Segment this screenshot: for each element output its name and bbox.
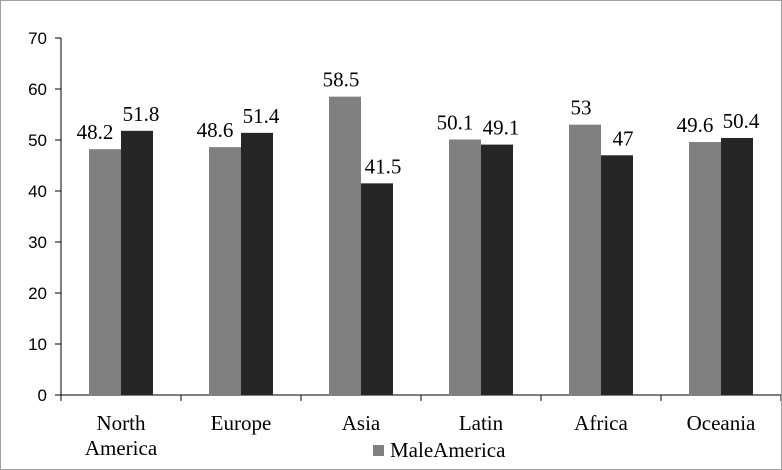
- chart-axes: [60, 38, 781, 396]
- data-labels: 48.2 51.8 48.6 51.4 58.5 41.5 50.1 49.1 53 47 49.6…: [77, 68, 760, 179]
- data-label-series2: 51.4: [243, 104, 280, 128]
- data-label-series1: 49.6: [677, 113, 714, 137]
- y-axis-ticks: 0 10 20 30 40 50 60 70: [28, 29, 61, 405]
- bar-series2: [721, 137, 753, 395]
- data-label-series1: 58.5: [323, 68, 360, 92]
- bar-series1: [329, 96, 361, 396]
- bar-series2: [601, 155, 633, 395]
- bar-series2: [481, 144, 513, 395]
- bar-series1: [689, 142, 721, 395]
- data-label-series1: 48.6: [197, 118, 234, 142]
- data-label-series1: 53: [571, 96, 592, 120]
- legend-label: MaleAmerica: [390, 438, 506, 462]
- x-tick-label: North: [97, 411, 146, 435]
- y-tick-label: 40: [28, 182, 47, 201]
- chart-bars: [89, 96, 753, 396]
- chart-legend: MaleAmerica: [373, 438, 506, 462]
- bar-series1: [209, 147, 241, 395]
- y-tick-label: 10: [28, 335, 47, 354]
- data-label-series2: 51.8: [123, 102, 160, 126]
- legend-swatch: [373, 445, 384, 456]
- x-tick-label: Oceania: [687, 411, 756, 435]
- data-label-series2: 50.4: [723, 109, 760, 133]
- bar-series2: [121, 130, 153, 395]
- data-label-series2: 41.5: [365, 154, 402, 178]
- x-tick-label: Asia: [342, 411, 381, 435]
- y-tick-label: 0: [38, 386, 47, 405]
- bar-series1: [89, 149, 121, 395]
- x-tick-label: Latin: [459, 411, 504, 435]
- x-tick-label: Europe: [211, 411, 272, 435]
- data-label-series2: 47: [613, 126, 634, 150]
- bar-series2: [241, 132, 273, 396]
- data-label-series2: 49.1: [483, 116, 520, 140]
- bar-series1: [449, 139, 481, 395]
- y-tick-label: 60: [28, 80, 47, 99]
- data-label-series1: 48.2: [77, 120, 114, 144]
- y-tick-label: 30: [28, 233, 47, 252]
- y-tick-label: 50: [28, 131, 47, 150]
- bar-series1: [569, 124, 601, 395]
- data-label-series1: 50.1: [437, 110, 474, 134]
- x-tick-label: America: [85, 436, 158, 460]
- bar-series2: [361, 183, 393, 395]
- y-tick-label: 70: [28, 29, 47, 48]
- y-tick-label: 20: [28, 284, 47, 303]
- x-tick-label: Africa: [574, 411, 628, 435]
